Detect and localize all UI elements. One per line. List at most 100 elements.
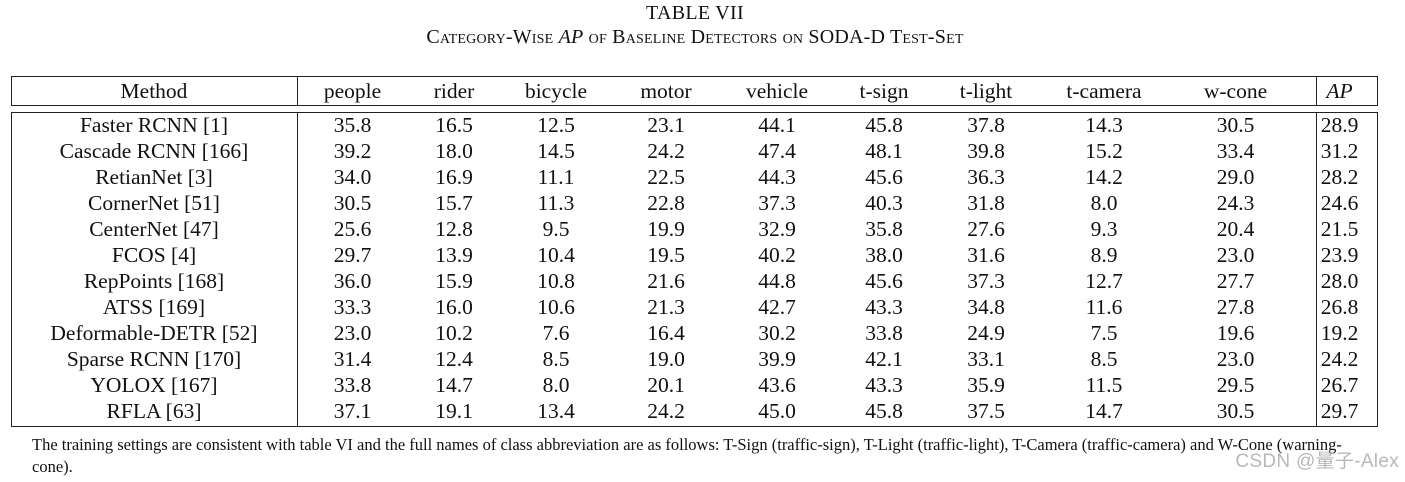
caption-prefix: Category-Wise <box>426 26 554 48</box>
value-cell: 37.1 <box>333 399 372 423</box>
value-cell: 43.3 <box>865 373 903 397</box>
value-cell: 28.2 <box>1320 165 1359 189</box>
method-cell: RetianNet [3] <box>95 165 213 189</box>
method-cell: Deformable-DETR [52] <box>50 321 258 345</box>
value-cell: 37.5 <box>967 399 1005 423</box>
method-cell: CornerNet [51] <box>88 191 220 215</box>
value-cell: 11.5 <box>1085 373 1123 397</box>
value-cell: 33.4 <box>1216 139 1255 163</box>
value-cell: 44.8 <box>758 269 796 293</box>
table-header: Method people rider bicycle motor vehicl… <box>11 76 1378 106</box>
value-cell: 21.6 <box>647 269 685 293</box>
value-cell: 8.0 <box>1090 191 1118 215</box>
value-cell: 19.2 <box>1320 321 1359 345</box>
value-cell: 15.7 <box>435 191 473 215</box>
table-row: CenterNet [47] 25.6 12.8 9.5 19.9 32.9 35.8 27.… <box>11 216 1378 242</box>
value-cell: 16.9 <box>435 165 473 189</box>
value-cell: 31.6 <box>967 243 1005 267</box>
method-cell: RFLA [63] <box>106 399 202 423</box>
value-cell: 23.0 <box>333 321 372 345</box>
value-cell: 33.8 <box>333 373 372 397</box>
method-cell: Sparse RCNN [170] <box>66 347 242 371</box>
value-cell: 12.8 <box>435 217 473 241</box>
value-cell: 10.4 <box>537 243 575 267</box>
value-cell: 23.0 <box>1216 347 1255 371</box>
table-row: CornerNet [51] 30.5 15.7 11.3 22.8 37.3 40.3 31… <box>11 190 1378 216</box>
value-cell: 14.7 <box>1085 399 1123 423</box>
value-cell: 37.8 <box>967 113 1005 137</box>
table-row: RetianNet [3] 34.0 16.9 11.1 22.5 44.3 45.6 36.… <box>11 164 1378 190</box>
value-cell: 8.5 <box>1090 347 1118 371</box>
value-cell: 10.2 <box>435 321 473 345</box>
value-cell: 14.2 <box>1085 165 1123 189</box>
value-cell: 24.3 <box>1216 191 1255 215</box>
value-cell: 7.5 <box>1090 321 1118 345</box>
value-cell: 35.8 <box>333 113 372 137</box>
value-cell: 23.1 <box>647 113 685 137</box>
value-cell: 9.5 <box>542 217 570 241</box>
header-method-divider <box>297 77 298 105</box>
method-cell: ATSS [169] <box>102 295 206 319</box>
header-ap-divider <box>1316 77 1317 105</box>
value-cell: 19.6 <box>1216 321 1255 345</box>
value-cell: 45.8 <box>865 113 903 137</box>
table-caption: Category-Wise AP of Baseline Detectors o… <box>0 26 1390 49</box>
value-cell: 19.5 <box>647 243 685 267</box>
value-cell: 32.9 <box>758 217 796 241</box>
value-cell: 29.0 <box>1216 165 1255 189</box>
value-cell: 11.6 <box>1085 295 1123 319</box>
value-cell: 24.6 <box>1320 191 1359 215</box>
value-cell: 39.2 <box>333 139 372 163</box>
value-cell: 21.5 <box>1320 217 1359 241</box>
value-cell: 48.1 <box>865 139 903 163</box>
value-cell: 25.6 <box>333 217 372 241</box>
value-cell: 30.5 <box>1216 399 1255 423</box>
value-cell: 37.3 <box>967 269 1005 293</box>
value-cell: 45.6 <box>865 269 903 293</box>
header-cell-ap: AP <box>1326 78 1353 103</box>
value-cell: 34.8 <box>967 295 1005 319</box>
value-cell: 29.7 <box>1320 399 1359 423</box>
table-row: YOLOX [167] 33.8 14.7 8.0 20.1 43.6 43.3 35.9 11… <box>11 372 1378 398</box>
value-cell: 29.7 <box>333 243 372 267</box>
value-cell: 20.1 <box>647 373 685 397</box>
header-cell: motor <box>640 78 692 103</box>
value-cell: 19.0 <box>647 347 685 371</box>
table-row: ATSS [169] 33.3 16.0 10.6 21.3 42.7 43.3 34.8 11… <box>11 294 1378 320</box>
caption-ap: AP <box>558 26 584 48</box>
value-cell: 42.1 <box>865 347 903 371</box>
header-cell: t-camera <box>1066 78 1142 103</box>
table-footnote: The training settings are consistent wit… <box>32 435 1342 476</box>
header-cell: w-cone <box>1203 78 1268 103</box>
table-number: TABLE VII <box>646 2 744 24</box>
value-cell: 9.3 <box>1090 217 1118 241</box>
method-cell: YOLOX [167] <box>90 373 218 397</box>
header-cell: bicycle <box>524 78 588 103</box>
value-cell: 34.0 <box>333 165 372 189</box>
header-frame <box>11 76 1378 106</box>
value-cell: 42.7 <box>758 295 796 319</box>
value-cell: 35.8 <box>865 217 903 241</box>
body-frame <box>11 112 1378 427</box>
value-cell: 24.9 <box>967 321 1005 345</box>
table-row: RFLA [63] 37.1 19.1 13.4 24.2 45.0 45.8 37.5 14.… <box>11 398 1378 424</box>
value-cell: 39.8 <box>967 139 1005 163</box>
value-cell: 26.7 <box>1320 373 1359 397</box>
value-cell: 33.1 <box>967 347 1005 371</box>
value-cell: 36.0 <box>333 269 372 293</box>
value-cell: 19.1 <box>435 399 473 423</box>
value-cell: 40.3 <box>865 191 903 215</box>
value-cell: 15.9 <box>435 269 473 293</box>
value-cell: 7.6 <box>542 321 570 345</box>
method-cell: RepPoints [168] <box>83 269 225 293</box>
value-cell: 11.1 <box>537 165 575 189</box>
header-cell: t-sign <box>859 78 909 103</box>
method-cell: FCOS [4] <box>111 243 197 267</box>
value-cell: 45.8 <box>865 399 903 423</box>
table-row: RepPoints [168] 36.0 15.9 10.8 21.6 44.8 45.6 3… <box>11 268 1378 294</box>
value-cell: 30.2 <box>758 321 796 345</box>
header-cell: vehicle <box>745 78 809 103</box>
value-cell: 16.5 <box>435 113 473 137</box>
value-cell: 22.5 <box>647 165 685 189</box>
value-cell: 16.4 <box>647 321 685 345</box>
